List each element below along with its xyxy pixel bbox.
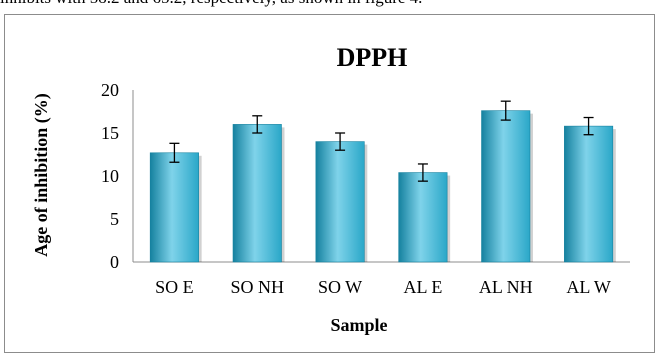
bars xyxy=(149,110,616,263)
bar xyxy=(232,124,282,263)
x-tick-label: AL W xyxy=(566,277,611,297)
y-tick-label: 15 xyxy=(101,123,119,143)
y-tick-label: 10 xyxy=(101,166,119,186)
x-tick-label: AL E xyxy=(404,277,443,297)
x-tick-label: SO W xyxy=(318,277,362,297)
chart-title: DPPH xyxy=(337,43,408,72)
x-axis-label: Sample xyxy=(330,315,387,335)
bar xyxy=(149,152,199,263)
y-tick-label: 20 xyxy=(101,80,119,100)
x-tick-label: SO E xyxy=(155,277,194,297)
bar xyxy=(564,125,614,263)
y-tick-label: 5 xyxy=(110,209,119,229)
y-axis-label: Age of inhibition (%) xyxy=(31,93,52,257)
caption-text: inhibits with 58.2 and 65.2, respectivel… xyxy=(0,0,659,10)
y-tick-label: 0 xyxy=(110,252,119,272)
error-bars xyxy=(169,100,594,182)
x-tick-labels: SO E SO NH SO W AL E AL NH AL W xyxy=(155,277,611,297)
bar xyxy=(398,172,448,263)
x-tick-label: AL NH xyxy=(479,277,533,297)
y-tick-labels: 0 5 10 15 20 xyxy=(101,80,119,272)
bar xyxy=(481,110,531,263)
x-tick-label: SO NH xyxy=(230,277,284,297)
bar xyxy=(315,141,365,263)
